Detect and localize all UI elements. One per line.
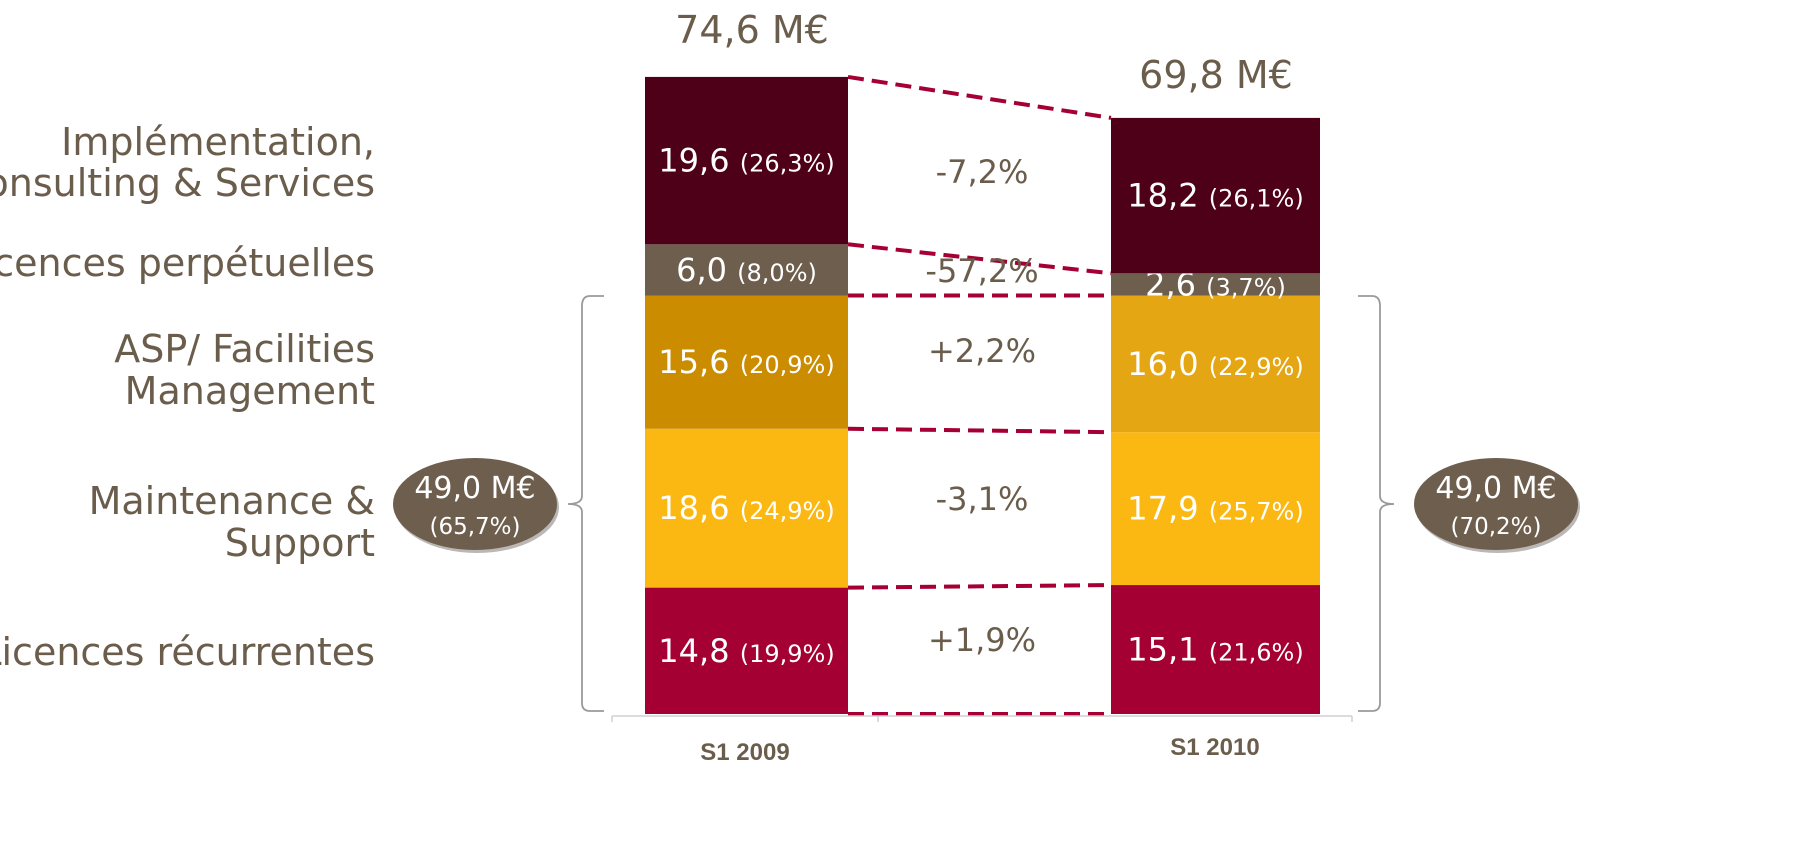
segment-percent: (24,9%) xyxy=(740,497,835,525)
total-label: 69,8 M€ xyxy=(1139,53,1293,97)
segment-value-label: 15,6 (20,9%) xyxy=(658,343,834,381)
connector-line xyxy=(847,426,1112,435)
bubble-percent: (65,7%) xyxy=(429,514,520,540)
bar-segment xyxy=(1111,273,1320,296)
segment-value: 19,6 xyxy=(658,142,739,180)
segment-value-label: 19,6 (26,3%) xyxy=(658,142,834,180)
bar-segment xyxy=(645,295,848,429)
category-label: Implémentation, xyxy=(61,120,375,164)
category-labels: Implémentation,Consulting & Services Lice… xyxy=(0,120,375,674)
connector-lines xyxy=(847,74,1112,716)
segment-value-label: 14,8 (19,9%) xyxy=(658,632,834,670)
segment-value: 18,2 xyxy=(1127,177,1208,215)
segment-percent: (8,0%) xyxy=(737,259,817,287)
segment-value-label: 18,6 (24,9%) xyxy=(658,489,834,527)
bar-segment xyxy=(1111,295,1320,433)
recurring-brackets: 49,0 M€ (65,7%) 49,0 M€ (70,2%) xyxy=(393,295,1580,712)
segment-value-label: 18,2 (26,1%) xyxy=(1127,177,1303,215)
x-tick-label: S1 2010 xyxy=(1170,734,1259,761)
segment-percent: (26,3%) xyxy=(740,150,835,178)
total-labels: 74,6 M€ 69,8 M€ xyxy=(675,8,1293,97)
segment-percent: (25,7%) xyxy=(1209,498,1304,526)
segment-value-label: 6,0 (8,0%) xyxy=(676,251,817,289)
bar-segment xyxy=(645,76,848,245)
connector-line xyxy=(847,583,1112,590)
stacked-bars: 14,8 (19,9%) 18,6 (24,9%) 15,6 (20,9%) 6,0 … xyxy=(645,76,1320,714)
total-label: 74,6 M€ xyxy=(675,8,829,52)
category-label: Management xyxy=(125,369,375,413)
right-bracket xyxy=(1358,295,1395,712)
segment-percent: (21,6%) xyxy=(1209,639,1304,667)
segment-value-label: 15,1 (21,6%) xyxy=(1127,631,1303,669)
bar-segment xyxy=(1111,432,1320,586)
category-label: Consulting & Services xyxy=(0,161,375,205)
category-label: Support xyxy=(225,521,375,565)
segment-value-label: 17,9 (25,7%) xyxy=(1127,490,1303,528)
bar-segment xyxy=(1111,585,1320,714)
segment-percent: (22,9%) xyxy=(1209,353,1304,381)
bar-segment xyxy=(1111,117,1320,274)
recurring-bubble xyxy=(393,458,557,550)
segment-value: 18,6 xyxy=(658,489,739,527)
category-label: Licences récurrentes xyxy=(0,630,375,674)
segment-value: 15,1 xyxy=(1127,631,1208,669)
connector-line xyxy=(847,242,1112,276)
segment-percent: (19,9%) xyxy=(740,640,835,668)
connector-line xyxy=(847,74,1112,120)
change-label: +2,2% xyxy=(928,332,1036,370)
change-label: -57,2% xyxy=(925,252,1038,290)
change-label: -7,2% xyxy=(936,153,1029,191)
segment-value: 17,9 xyxy=(1127,490,1208,528)
segment-percent: (3,7%) xyxy=(1206,273,1286,301)
category-label: Maintenance & xyxy=(89,479,375,523)
bar-segment xyxy=(645,428,848,588)
bubble-value: 49,0 M€ xyxy=(414,471,535,506)
bar-segment xyxy=(645,587,848,714)
segment-value: 14,8 xyxy=(658,632,739,670)
category-label: Licences perpétuelles xyxy=(0,241,375,285)
segment-percent: (20,9%) xyxy=(740,351,835,379)
x-tick-label: S1 2009 xyxy=(700,739,789,766)
segment-value: 6,0 xyxy=(676,251,737,289)
segment-value-label: 16,0 (22,9%) xyxy=(1127,345,1303,383)
segment-value: 15,6 xyxy=(658,343,739,381)
change-label: +1,9% xyxy=(928,621,1036,659)
x-axis: S1 2009 S1 2010 xyxy=(611,715,1353,766)
bar-segment xyxy=(645,244,848,296)
bubble-value: 49,0 M€ xyxy=(1435,471,1556,506)
recurring-bubble xyxy=(1414,458,1578,550)
change-labels: +1,9% -3,1% +2,2% -57,2% -7,2% xyxy=(925,153,1038,659)
category-label: ASP/ Facilities xyxy=(114,327,375,371)
segment-value: 16,0 xyxy=(1127,345,1208,383)
change-label: -3,1% xyxy=(936,480,1029,518)
bubble-percent: (70,2%) xyxy=(1450,514,1541,540)
segment-percent: (26,1%) xyxy=(1209,185,1304,213)
left-bracket xyxy=(567,295,604,712)
